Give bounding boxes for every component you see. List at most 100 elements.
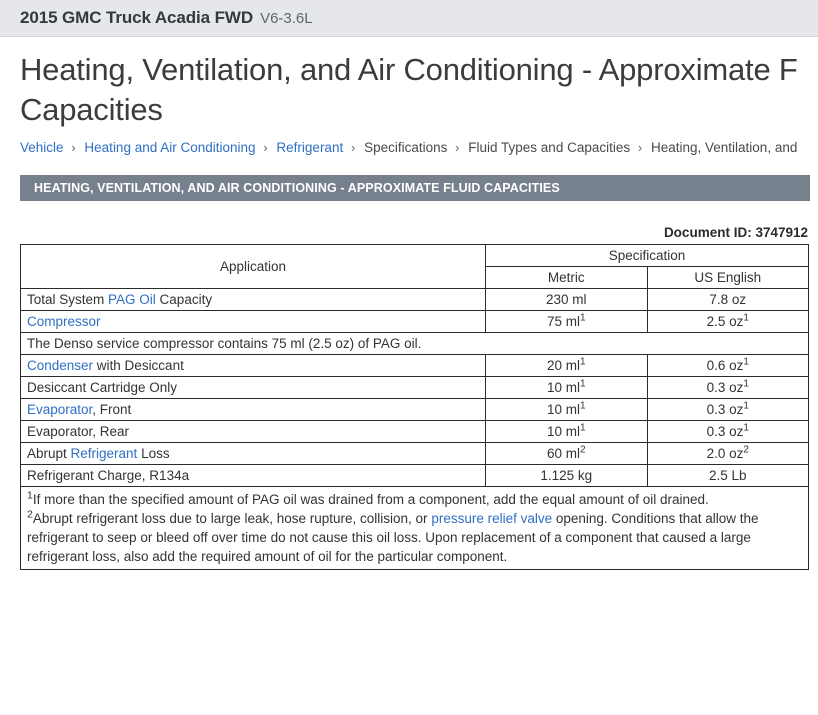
cell-us-english: 2.5 oz1: [646, 309, 809, 333]
table-header-row-1: Application Specification: [20, 243, 809, 289]
cell-metric: 10 ml1: [485, 375, 648, 399]
cell-application: Desiccant Cartridge Only: [20, 375, 486, 399]
value-text: 0.3 oz: [706, 423, 744, 439]
table-row: Total System PAG Oil Capacity 230 ml 7.8 o…: [20, 287, 809, 311]
footnote-marker: 2: [27, 508, 33, 521]
table-body: Total System PAG Oil Capacity 230 ml 7.8 o…: [20, 287, 809, 571]
value-text: 2.0 oz: [706, 445, 744, 461]
application-link[interactable]: Compressor: [27, 313, 101, 329]
application-text: Capacity: [155, 291, 213, 307]
footnote-marker: 2: [743, 444, 749, 456]
application-text: , Front: [92, 401, 132, 417]
footnote-marker: 1: [743, 422, 749, 434]
cell-application: Refrigerant Charge, R134a: [20, 463, 486, 487]
footnote-two: 2Abrupt refrigerant loss due to large le…: [27, 509, 802, 566]
cell-footnotes: 1If more than the specified amount of PA…: [20, 485, 809, 571]
footnote-one: 1If more than the specified amount of PA…: [27, 490, 802, 509]
column-header-specification: Specification: [485, 243, 809, 267]
cell-us-english: 0.3 oz1: [646, 419, 809, 443]
page-title-line1: Heating, Ventilation, and Air Conditioni…: [20, 52, 798, 87]
footnote-marker: 1: [743, 400, 749, 412]
table-head: Application Specification Metric US Engl…: [20, 243, 809, 289]
table-row: Abrupt Refrigerant Loss 60 ml2 2.0 oz2: [20, 441, 809, 465]
application-text: with Desiccant: [93, 357, 184, 373]
value-text: 75 ml: [546, 313, 580, 329]
section-title-bar: HEATING, VENTILATION, AND AIR CONDITIONI…: [20, 174, 810, 201]
table-footnotes-row: 1If more than the specified amount of PA…: [20, 485, 809, 571]
cell-us-english: 0.6 oz1: [646, 353, 809, 377]
value-text: 1.125 kg: [540, 467, 593, 483]
breadcrumb-separator-icon: ›: [71, 140, 76, 156]
fluid-capacities-table: Application Specification Metric US Engl…: [20, 243, 809, 571]
footnote-marker: 1: [579, 356, 586, 368]
value-text: 10 ml: [546, 423, 580, 439]
cell-metric: 60 ml2: [485, 441, 648, 465]
footnote-marker: 1: [743, 378, 749, 390]
breadcrumb: Vehicle › Heating and Air Conditioning ›…: [20, 140, 818, 156]
application-text: Desiccant Cartridge Only: [27, 379, 178, 395]
column-header-us-english: US English: [646, 265, 809, 289]
value-text: 10 ml: [546, 379, 580, 395]
application-link[interactable]: Evaporator: [27, 401, 93, 417]
cell-metric: 75 ml1: [485, 309, 648, 333]
cell-application: Evaporator, Rear: [20, 419, 486, 443]
application-text: Evaporator, Rear: [27, 423, 130, 439]
footnote-marker: 1: [743, 356, 749, 368]
column-header-application: Application: [20, 243, 486, 289]
breadcrumb-item-fluid-types-and-capacities: Fluid Types and Capacities: [468, 140, 631, 156]
table-row: Compressor 75 ml1 2.5 oz1: [20, 309, 809, 333]
footnote-marker: 1: [27, 489, 33, 502]
cell-application: Abrupt Refrigerant Loss: [20, 441, 486, 465]
breadcrumb-separator-icon: ›: [455, 140, 460, 156]
page-title-line2: Capacities: [20, 91, 163, 127]
footnote-marker: 1: [579, 422, 586, 434]
column-header-metric: Metric: [485, 265, 648, 289]
cell-us-english: 0.3 oz1: [646, 397, 809, 421]
application-text: Refrigerant Charge, R134a: [27, 467, 190, 483]
application-text: Abrupt: [27, 445, 71, 461]
cell-us-english: 2.5 Lb: [646, 463, 809, 487]
value-text: 7.8 oz: [709, 291, 747, 307]
application-text: Loss: [137, 445, 170, 461]
footnote-two-text-before: Abrupt refrigerant loss due to large lea…: [32, 510, 432, 526]
cell-metric: 20 ml1: [485, 353, 648, 377]
value-text: 230 ml: [545, 291, 587, 307]
cell-application: Evaporator, Front: [20, 397, 486, 421]
table-row: Evaporator, Rear 10 ml1 0.3 oz1: [20, 419, 809, 443]
cell-metric: 10 ml1: [485, 419, 648, 443]
breadcrumb-item-current: Heating, Ventilation, and: [650, 140, 798, 156]
cell-metric: 1.125 kg: [485, 463, 648, 487]
table-row: Evaporator, Front 10 ml1 0.3 oz1: [20, 397, 809, 421]
cell-us-english: 7.8 oz: [646, 287, 809, 311]
breadcrumb-separator-icon: ›: [350, 140, 356, 156]
breadcrumb-item-specifications: Specifications: [364, 140, 448, 156]
breadcrumb-item-refrigerant[interactable]: Refrigerant: [276, 140, 344, 156]
footnote-one-text: If more than the specified amount of PAG…: [32, 491, 709, 507]
breadcrumb-item-heating-and-air-conditioning[interactable]: Heating and Air Conditioning: [84, 140, 256, 156]
breadcrumb-separator-icon: ›: [263, 140, 268, 156]
breadcrumb-item-vehicle[interactable]: Vehicle: [20, 140, 64, 156]
value-text: 2.5 Lb: [708, 467, 747, 483]
footnote-two-text-after: opening. Conditions that allow the refri…: [27, 510, 759, 564]
cell-application: Compressor: [20, 309, 486, 333]
value-text: 60 ml: [546, 445, 580, 461]
document-id: Document ID: 3747912: [663, 224, 808, 240]
table-note-row: The Denso service compressor contains 75…: [20, 331, 809, 355]
application-text: Total System: [27, 291, 109, 307]
cell-application: Condenser with Desiccant: [20, 353, 486, 377]
table-row: Condenser with Desiccant 20 ml1 0.6 oz1: [20, 353, 809, 377]
table-row: Refrigerant Charge, R134a 1.125 kg 2.5 Lb: [20, 463, 809, 487]
value-text: 0.3 oz: [706, 401, 744, 417]
application-link[interactable]: Refrigerant: [70, 445, 138, 461]
cell-metric: 230 ml: [485, 287, 648, 311]
application-link[interactable]: Condenser: [27, 357, 94, 373]
cell-us-english: 2.0 oz2: [646, 441, 809, 465]
vehicle-name: 2015 GMC Truck Acadia FWD: [20, 8, 254, 27]
page-title: Heating, Ventilation, and Air Conditioni…: [20, 50, 818, 129]
pressure-relief-valve-link[interactable]: pressure relief valve: [431, 510, 553, 526]
value-text: 20 ml: [546, 357, 580, 373]
application-link[interactable]: PAG Oil: [108, 291, 156, 307]
value-text: 2.5 oz: [706, 313, 744, 329]
content-area: Heating, Ventilation, and Air Conditioni…: [0, 50, 818, 571]
